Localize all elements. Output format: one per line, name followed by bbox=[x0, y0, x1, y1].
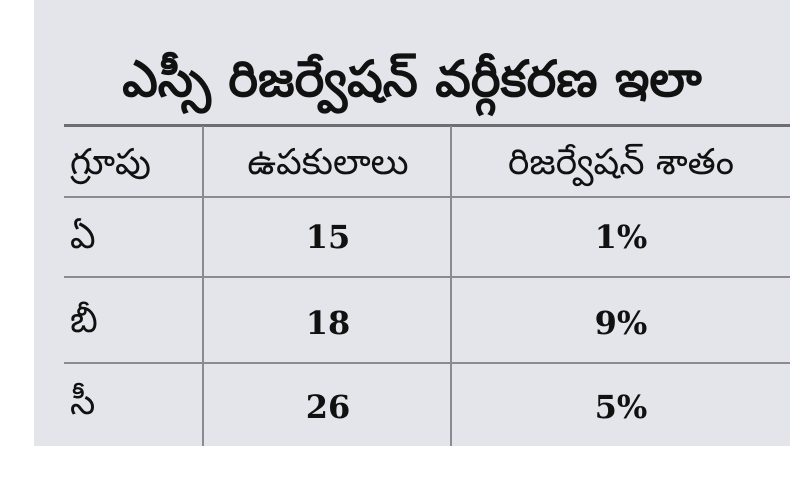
table-top-rule bbox=[64, 124, 790, 127]
header-group: గ్రూపు bbox=[70, 142, 151, 183]
header-subcastes: ఉపకులాలు bbox=[247, 142, 409, 183]
column-divider bbox=[450, 126, 452, 446]
page-title: ఎస్సీ రిజర్వేషన్ వర్గీకరణ ఇలా bbox=[122, 50, 702, 108]
cell-group: సీ bbox=[70, 382, 96, 423]
cell-reservation: 5% bbox=[594, 388, 648, 426]
clipping-panel: ​ ఎస్సీ రిజర్వేషన్ వర్గీకరణ ఇలా గ్రూపు ఉ… bbox=[34, 0, 790, 446]
cell-subcastes: 26 bbox=[305, 388, 351, 426]
cell-subcastes: 15 bbox=[305, 218, 351, 256]
row-divider bbox=[64, 276, 790, 278]
cell-subcastes: 18 bbox=[305, 304, 351, 342]
row-divider bbox=[64, 196, 790, 198]
cell-reservation: 1% bbox=[594, 218, 648, 256]
cell-group: బీ bbox=[70, 300, 98, 341]
cropped-heading-strip: ​ bbox=[34, 0, 790, 18]
header-reservation: రిజర్వేషన్ శాతం bbox=[508, 142, 734, 183]
column-divider bbox=[202, 126, 204, 446]
cell-group: ఏ bbox=[70, 216, 96, 257]
row-divider bbox=[64, 362, 790, 364]
cell-reservation: 9% bbox=[594, 304, 648, 342]
